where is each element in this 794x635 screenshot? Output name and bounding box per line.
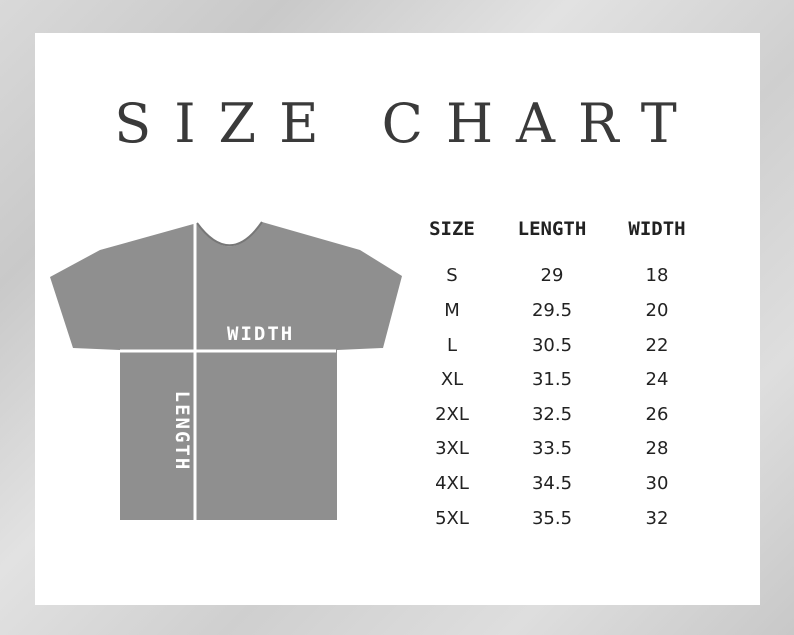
size-header: SIZE [429, 218, 475, 240]
width-cell: 30 [645, 473, 669, 494]
size-cell: XL [440, 369, 464, 390]
size-cell: 4XL [435, 473, 469, 494]
length-cell: 34.5 [531, 473, 573, 494]
width-cell: 18 [645, 265, 669, 286]
size-cell: M [444, 300, 460, 321]
length-header: LENGTH [517, 218, 587, 240]
size-cell: 3XL [435, 438, 469, 459]
size-cell: 2XL [435, 404, 469, 425]
page-title: SIZE CHART [114, 92, 700, 155]
width-cell: 28 [645, 438, 669, 459]
size-cell: 5XL [435, 508, 469, 529]
width-cell: 20 [645, 300, 669, 321]
width-cell: 22 [645, 335, 669, 356]
size-cell: S [446, 265, 458, 286]
width-cell: 24 [645, 369, 669, 390]
length-cell: 33.5 [531, 438, 573, 459]
collar [196, 221, 263, 247]
width-cell: 26 [645, 404, 669, 425]
size-cell: L [446, 335, 458, 356]
length-cell: 31.5 [531, 369, 573, 390]
length-cell: 35.5 [531, 508, 573, 529]
length-cell: 29.5 [531, 300, 573, 321]
length-label: LENGTH [171, 390, 193, 472]
width-label: WIDTH [227, 323, 295, 345]
length-cell: 29 [540, 265, 564, 286]
length-cell: 30.5 [531, 335, 573, 356]
length-cell: 32.5 [531, 404, 573, 425]
tshirt-shape [50, 222, 402, 520]
width-cell: 32 [645, 508, 669, 529]
width-header: WIDTH [628, 218, 686, 240]
